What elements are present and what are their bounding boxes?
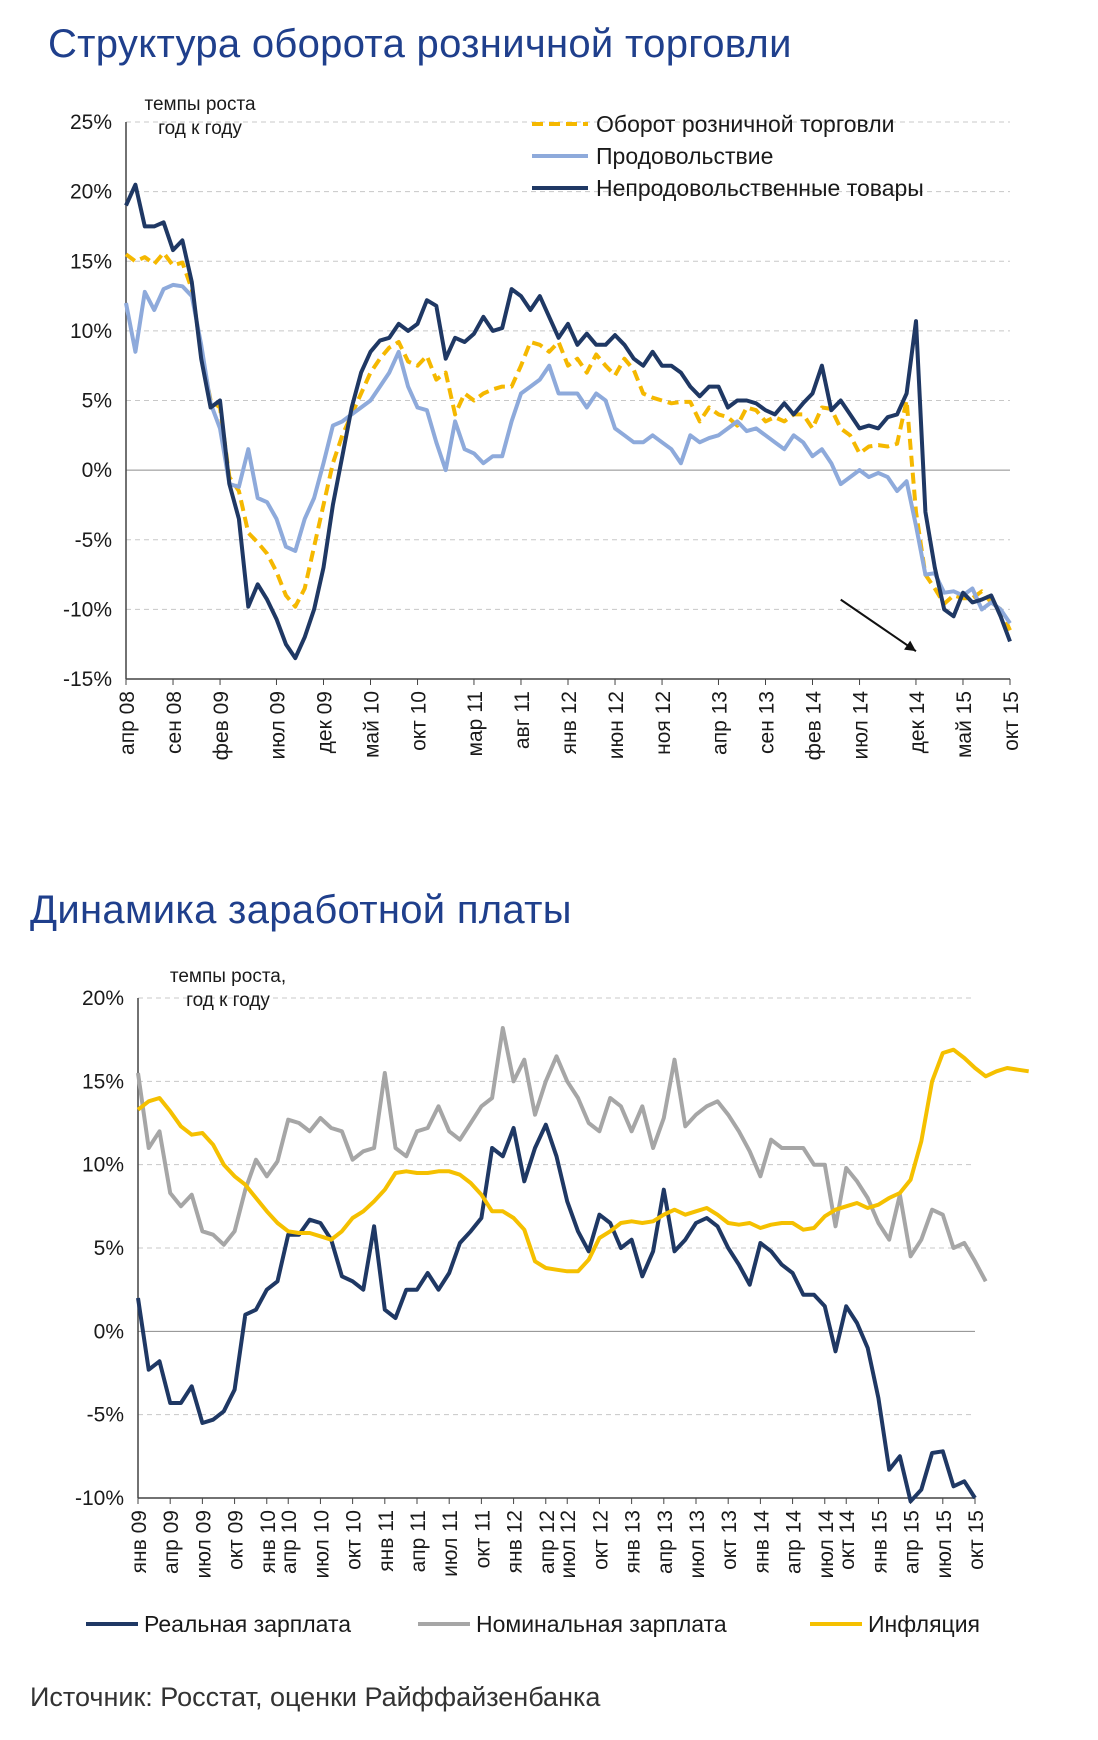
x-tick-label: окт 13 bbox=[718, 1510, 741, 1570]
series-line-продовольствие bbox=[124, 282, 1012, 625]
y-tick-label: -5% bbox=[75, 529, 112, 552]
arrow-shaft bbox=[840, 598, 917, 652]
x-tick-label: окт 10 bbox=[343, 1510, 366, 1570]
x-tick-label: янв 13 bbox=[622, 1510, 645, 1573]
x-tick-label: апр 12 bbox=[536, 1510, 559, 1574]
x-tick-label: окт 11 bbox=[471, 1510, 494, 1568]
legend-label: Реальная зарплата bbox=[144, 1611, 351, 1637]
x-tick-label: авг 11 bbox=[511, 691, 534, 749]
x-tick-label: июл 14 bbox=[850, 691, 873, 760]
x-tick-label: дек 14 bbox=[906, 691, 929, 754]
x-tick-label: фев 14 bbox=[803, 691, 826, 761]
series-line-инфляция bbox=[136, 1047, 1029, 1274]
source-note: Источник: Росстат, оценки Райффайзенбанк… bbox=[30, 1682, 601, 1712]
x-tick-label: апр 14 bbox=[783, 1510, 806, 1574]
x-tick-label: янв 12 bbox=[504, 1510, 527, 1573]
x-tick-label: июл 09 bbox=[192, 1510, 215, 1578]
x-tick-label: окт 09 bbox=[225, 1510, 248, 1570]
legend-label: Непродовольственные товары bbox=[596, 175, 924, 201]
x-tick-label: сен 08 bbox=[163, 691, 186, 754]
x-tick-label: апр 11 bbox=[407, 1510, 430, 1572]
x-tick-label: янв 10 bbox=[257, 1510, 280, 1573]
x-tick-label: апр 09 bbox=[160, 1510, 183, 1574]
x-tick-label: мар 11 bbox=[464, 691, 487, 756]
x-tick-label: окт 15 bbox=[1000, 691, 1023, 751]
y-tick-label: 15% bbox=[70, 250, 112, 273]
y-tick-label: -10% bbox=[63, 598, 112, 621]
chart-title-retail: Структура оборота розничной торговли bbox=[48, 22, 792, 66]
x-tick-label: янв 14 bbox=[750, 1510, 773, 1574]
y-tick-label: 0% bbox=[82, 459, 112, 482]
x-tick-label: окт 15 bbox=[965, 1510, 988, 1570]
y-tick-label: -10% bbox=[75, 1487, 124, 1510]
retail-turnover-chart: -15% -10% -5% 0% 5% 10% 15% 20% 25% апр 08 сен 08 ф… bbox=[63, 94, 1023, 761]
y-tick-label: 25% bbox=[70, 111, 112, 134]
y-tick-label: 20% bbox=[82, 987, 124, 1010]
x-tick-label: фев 09 bbox=[210, 691, 233, 760]
x-tick-label: апр 13 bbox=[708, 691, 731, 755]
chart-title-wages: Динамика заработной платы bbox=[30, 888, 572, 932]
x-tick-label: июл 12 bbox=[557, 1510, 580, 1578]
axis-note: темпы роста bbox=[144, 94, 255, 115]
x-tick-label: сен 13 bbox=[755, 691, 778, 754]
y-tick-label: 20% bbox=[70, 181, 112, 204]
axis-note: год к году bbox=[158, 118, 242, 139]
x-tick-label: янв 09 bbox=[128, 1510, 151, 1573]
x-tick-label: окт 12 bbox=[589, 1510, 612, 1570]
axis-note: год к году bbox=[186, 990, 270, 1011]
wage-dynamics-chart: -10% -5% 0% 5% 10% 15% 20% янв 09 апр 09 июл 09 ок… bbox=[75, 966, 1029, 1637]
legend-label: Продовольствие bbox=[596, 143, 773, 169]
x-tick-label: июл 15 bbox=[933, 1510, 956, 1578]
y-tick-label: -5% bbox=[87, 1404, 124, 1427]
x-tick-label: июл 10 bbox=[310, 1510, 333, 1578]
y-tick-label: 5% bbox=[82, 390, 112, 413]
x-tick-label: июл 14 bbox=[815, 1510, 838, 1579]
x-tick-label: ноя 12 bbox=[652, 691, 675, 755]
x-tick-label: апр 13 bbox=[654, 1510, 677, 1574]
legend-label: Оборот розничной торговли bbox=[596, 111, 894, 137]
axis-note: темпы роста, bbox=[170, 966, 286, 987]
y-tick-label: 15% bbox=[82, 1070, 124, 1093]
arrow-head bbox=[904, 640, 916, 652]
x-tick-label: май 10 bbox=[361, 691, 384, 758]
y-tick-label: -15% bbox=[63, 668, 112, 691]
y-tick-label: 10% bbox=[82, 1154, 124, 1177]
x-tick-label: янв 15 bbox=[868, 1510, 891, 1573]
x-tick-label: май 15 bbox=[953, 691, 976, 758]
legend-label: Номинальная зарплата bbox=[476, 1611, 727, 1637]
x-tick-label: апр 10 bbox=[278, 1510, 301, 1574]
series-line-оборот-розничной-торговли bbox=[124, 250, 1012, 632]
series-line-номинальная-зарплата bbox=[136, 1026, 988, 1283]
x-tick-label: окт 10 bbox=[408, 691, 431, 751]
x-tick-label: июл 09 bbox=[266, 691, 289, 759]
y-tick-label: 0% bbox=[94, 1320, 124, 1343]
y-tick-label: 5% bbox=[94, 1237, 124, 1260]
x-tick-label: июл 13 bbox=[686, 1510, 709, 1578]
series-line-реальная-зарплата bbox=[136, 1122, 977, 1504]
x-tick-label: апр 15 bbox=[901, 1510, 924, 1574]
legend-label: Инфляция bbox=[868, 1611, 980, 1637]
x-tick-label: окт 14 bbox=[836, 1510, 859, 1570]
x-tick-label: апр 08 bbox=[116, 691, 139, 755]
x-tick-label: июн 12 bbox=[605, 691, 628, 759]
y-tick-label: 10% bbox=[70, 320, 112, 343]
x-tick-label: янв 11 bbox=[375, 1510, 398, 1572]
series-line-непродовольственные-товары bbox=[124, 182, 1012, 661]
x-tick-label: июл 11 bbox=[439, 1510, 462, 1577]
x-tick-label: дек 09 bbox=[313, 691, 336, 753]
x-tick-label: янв 12 bbox=[558, 691, 581, 754]
